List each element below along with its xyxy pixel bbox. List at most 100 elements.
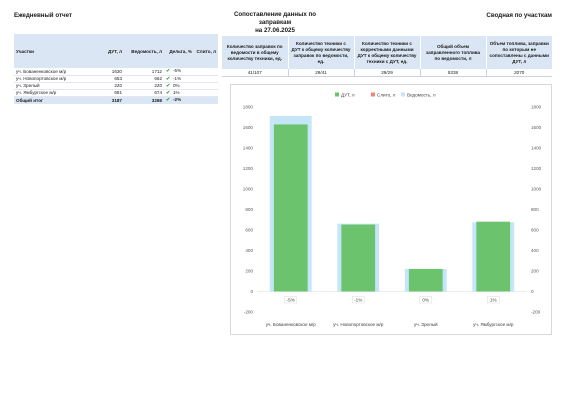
summary-table: Участки ДУТ, л Ведомость, л Дельта, % Сл… [14, 34, 218, 104]
y2-tick-label: 1400 [531, 146, 542, 151]
stat-value-unmatched-volume: 2070 [485, 69, 552, 77]
col-header-ved[interactable]: Ведомость, л [124, 34, 164, 68]
y-tick-label: 1200 [243, 166, 254, 171]
chart-area: ДУТ, л Слито, л Ведомость, л -200 -200 0 0 200 2… [230, 84, 552, 335]
col-header-area[interactable]: Участки [14, 34, 92, 68]
check-icon: ✔ [166, 68, 171, 75]
y-tick-label: 0 [250, 289, 253, 294]
total-row: Общий итог 3187 3268 ✔ -2% [14, 95, 218, 104]
row-slito [194, 75, 218, 83]
row-slito [194, 89, 218, 97]
legend-swatch [371, 92, 375, 97]
y-tick-label: 400 [245, 248, 253, 253]
stat-value-refuels: 41/107 [222, 69, 288, 77]
stat-header-dut-vehicles: Количество техники с ДУТ к общему количе… [287, 36, 354, 69]
data-label-box [352, 296, 365, 304]
stats-value-row: 41/107 29/41 29/29 5338 2070 [222, 69, 552, 77]
check-icon: ✔ [166, 75, 171, 82]
y-tick-label: 800 [245, 207, 253, 212]
data-label: -1% [354, 297, 362, 302]
row-slito [194, 82, 218, 90]
row-dut: 220 [92, 82, 124, 90]
total-dut: 3187 [92, 95, 124, 104]
col-header-delta[interactable]: Дельта, % [164, 34, 194, 68]
stat-value-total-volume: 5338 [419, 69, 486, 77]
total-slito [194, 95, 218, 104]
comparison-title: Сопоставление данных по заправкам на 27.… [220, 11, 330, 35]
x-tick-label: уч. Бованенковское м/р [266, 322, 317, 327]
x-tick-label: уч. Новопортовское м/р [333, 322, 384, 327]
total-delta-value: -2% [173, 97, 182, 102]
table-row: уч. Бованенковское м/р 1630 1712 ✔ -5% [14, 68, 218, 76]
y-tick-label: 1600 [243, 125, 254, 130]
row-name: уч. Бованенковское м/р [14, 68, 92, 76]
row-dut: 681 [92, 89, 124, 97]
row-name: уч. Новопортовское м/р [14, 75, 92, 83]
stat-header-correct-dut: Количество техники с корректными данными… [353, 36, 420, 69]
bar-dut [408, 268, 443, 292]
comparison-title-date: на 27.06.2025 [255, 27, 295, 34]
y-tick-label: -200 [244, 310, 254, 315]
y2-tick-label: 800 [531, 207, 539, 212]
table-row: уч. Ямбургское м/р 681 674 ✔ 1% [14, 89, 218, 97]
data-label: -5% [287, 297, 295, 302]
row-ved: 1712 [124, 68, 164, 76]
legend-swatch [335, 92, 339, 97]
row-delta: ✔ -5% [164, 68, 194, 76]
check-icon: ✔ [166, 89, 171, 96]
x-tick-label: уч. Ямбургское м/р [473, 322, 514, 327]
bar-dut [341, 224, 376, 292]
stat-header-unmatched-volume: Объем топлива, заправки по которым не со… [485, 36, 552, 69]
legend-label: Ведомость, л [407, 92, 436, 97]
row-ved: 220 [124, 82, 164, 90]
check-icon: ✔ [166, 82, 171, 89]
total-name: Общий итог [14, 95, 92, 104]
row-delta-value: -1% [173, 75, 182, 81]
row-dut: 1630 [92, 68, 124, 76]
col-header-dut[interactable]: ДУТ, л [92, 34, 124, 68]
row-delta-value: 0% [173, 82, 180, 88]
row-name: уч. Зрелый [14, 82, 92, 90]
legend-label: Слито, л [377, 92, 396, 97]
legend-swatch [401, 92, 405, 97]
row-delta-value: 1% [173, 89, 180, 95]
row-ved: 674 [124, 89, 164, 97]
summary-header-row: Участки ДУТ, л Ведомость, л Дельта, % Сл… [14, 34, 218, 68]
check-icon: ✔ [166, 97, 171, 103]
row-delta-value: -5% [173, 68, 182, 74]
data-label-box [284, 296, 297, 304]
row-slito [194, 68, 218, 76]
data-label: 1% [490, 297, 497, 302]
y-tick-label: 1800 [243, 105, 254, 110]
col-header-slito[interactable]: Слито, л [194, 34, 218, 68]
total-delta: ✔ -2% [164, 95, 194, 104]
y-tick-label: 600 [245, 228, 253, 233]
comparison-title-line1: Сопоставление данных по заправкам [233, 11, 317, 26]
row-ved: 662 [124, 75, 164, 83]
row-dut: 653 [92, 75, 124, 83]
x-tick-label: уч. Зрелый [414, 321, 438, 327]
report-title: Ежедневный отчет [14, 12, 72, 19]
y2-tick-label: 1800 [531, 105, 542, 110]
y2-tick-label: 400 [531, 248, 539, 253]
table-row: уч. Новопортовское м/р 653 662 ✔ -1% [14, 75, 218, 83]
y2-tick-label: -200 [531, 310, 541, 315]
y-tick-label: 1000 [243, 187, 254, 192]
stats-header-row: Количество заправок по ведомости в общем… [222, 36, 552, 69]
y2-tick-label: 1200 [531, 166, 542, 171]
bar-dut [476, 221, 511, 292]
y2-tick-label: 600 [531, 228, 539, 233]
data-label-box [419, 296, 432, 304]
y2-tick-label: 1600 [531, 125, 542, 130]
y-tick-label: 1400 [243, 146, 254, 151]
data-label-box [487, 296, 500, 304]
bar-chart: ДУТ, л Слито, л Ведомость, л -200 -200 0 0 200 2… [243, 92, 542, 327]
data-label: 0% [422, 297, 429, 302]
row-name: уч. Ямбургское м/р [14, 89, 92, 97]
stat-header-refuels: Количество заправок по ведомости в общем… [222, 36, 288, 69]
bar-dut [273, 124, 308, 292]
y2-tick-label: 1000 [531, 187, 542, 192]
row-delta: ✔ 1% [164, 89, 194, 97]
y2-tick-label: 200 [531, 269, 539, 274]
table-row: уч. Зрелый 220 220 ✔ 0% [14, 82, 218, 90]
